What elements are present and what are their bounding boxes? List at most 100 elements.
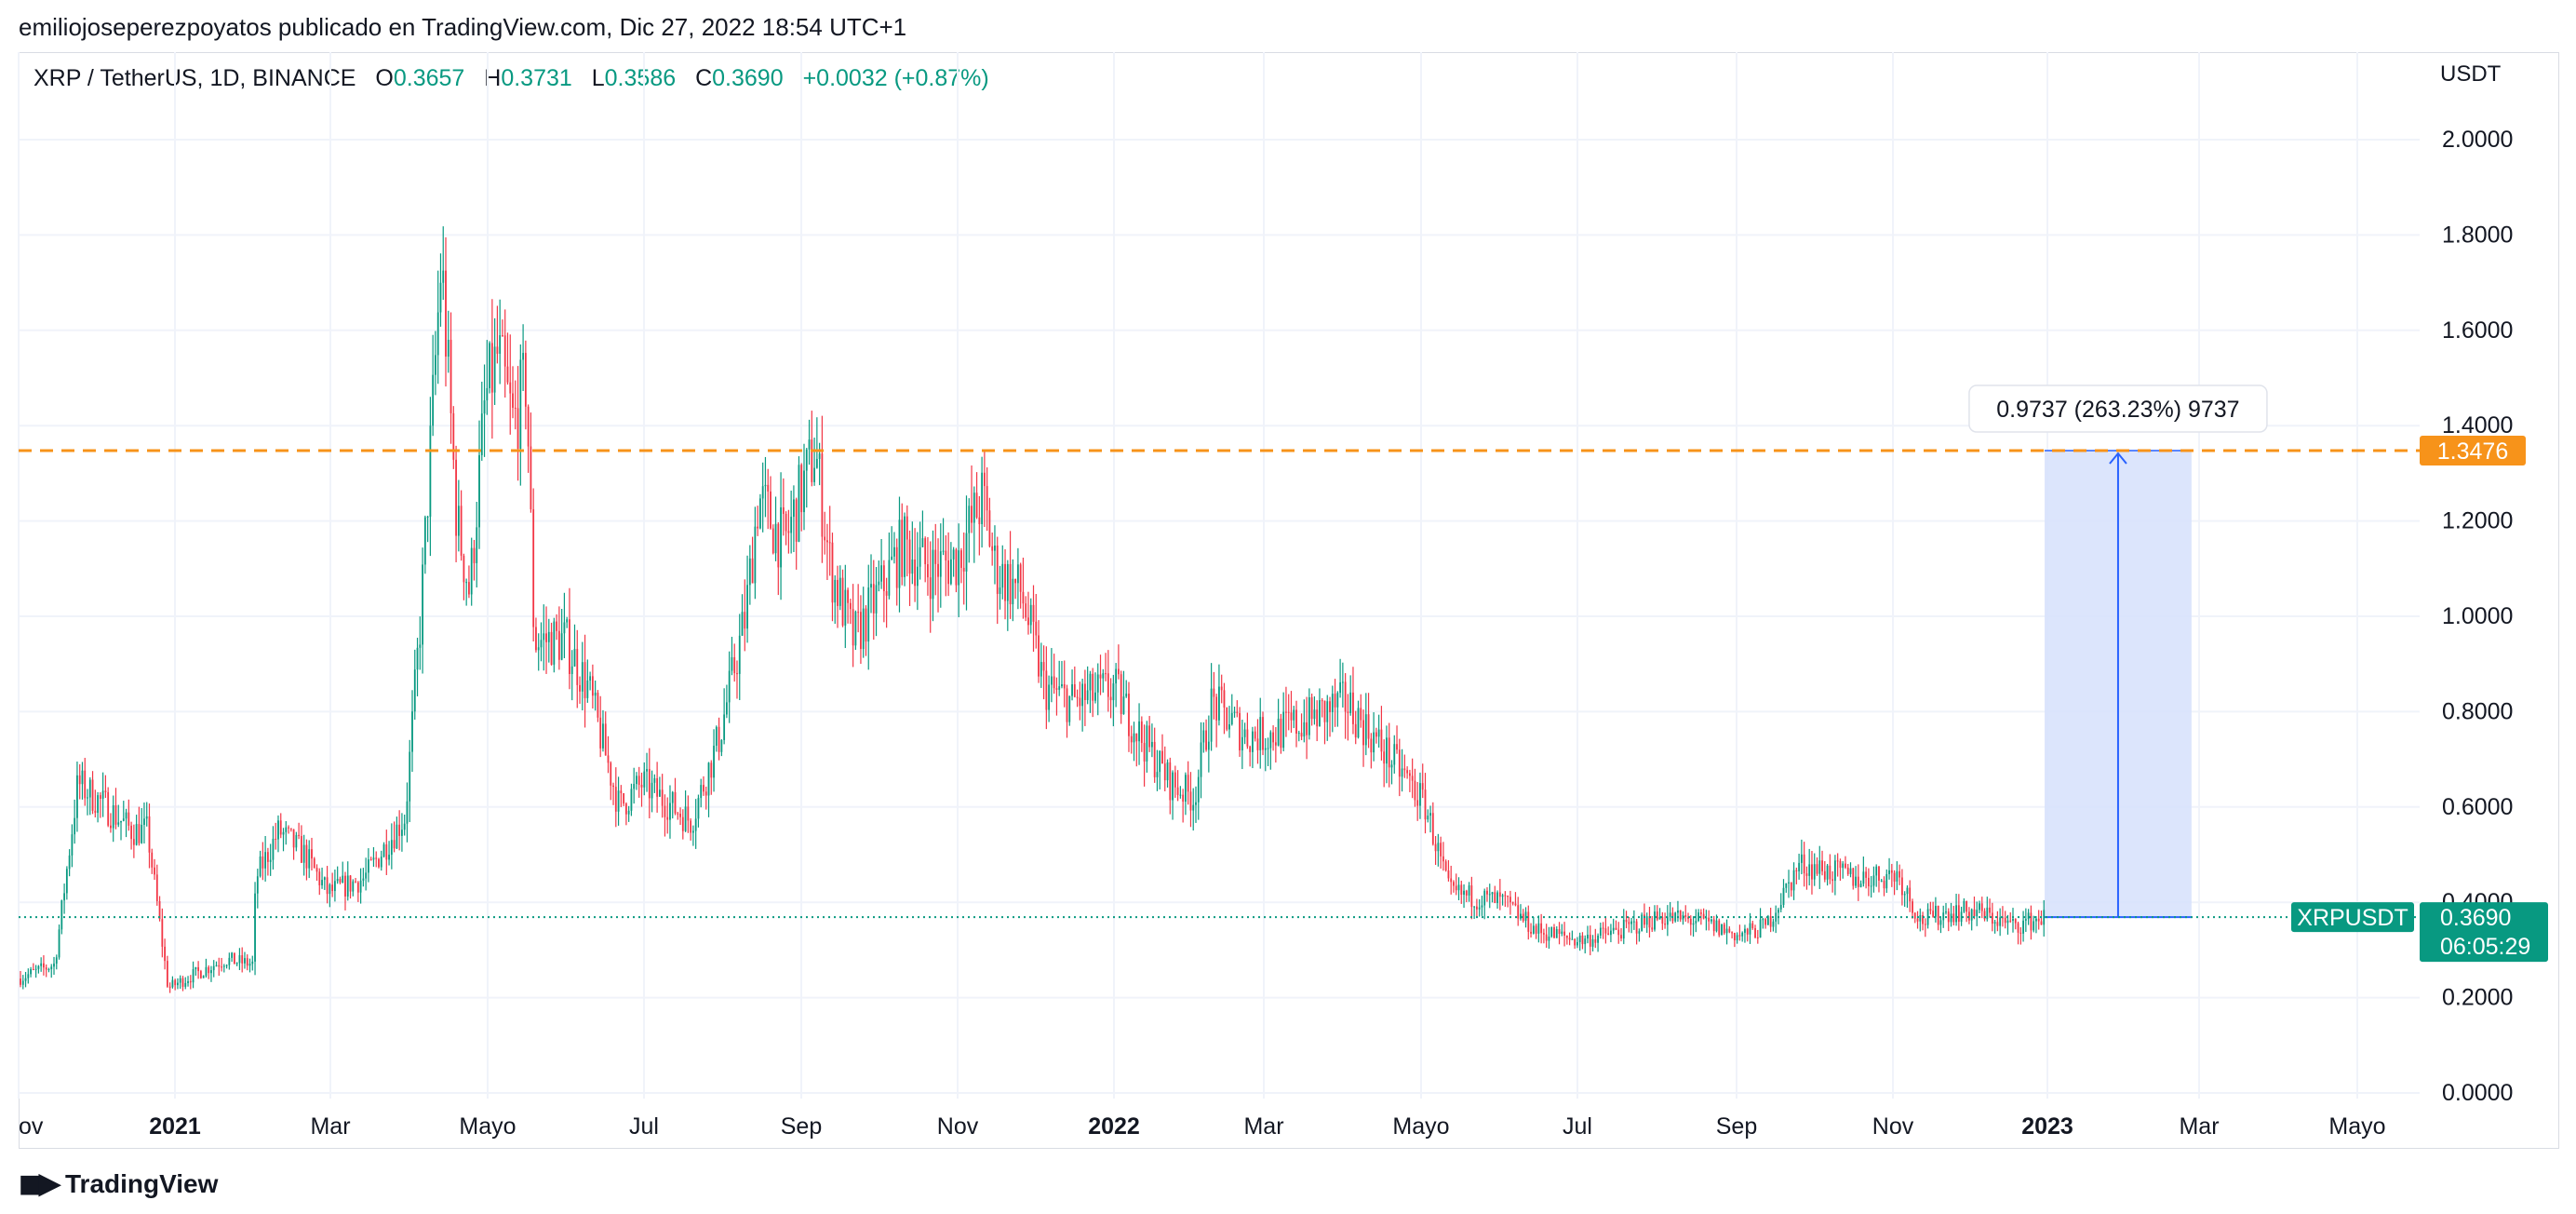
y-tick-label: 0.2000 (2442, 985, 2513, 1011)
candle-body (666, 816, 669, 820)
candle-body (473, 547, 476, 563)
candle-body (1913, 912, 1916, 919)
candle-body (1733, 933, 1736, 941)
candle-body (1555, 929, 1558, 938)
candle-body (311, 849, 313, 859)
candle-body (187, 981, 189, 983)
candle-body (798, 465, 800, 542)
level-price-label: 1.3476 (2437, 438, 2508, 465)
candle-body (1746, 928, 1749, 935)
candle-body (1568, 937, 1571, 940)
candle-body (164, 946, 167, 962)
candle-body (1202, 730, 1205, 743)
candle-body (1901, 877, 1903, 896)
candle-body (1991, 912, 1993, 924)
candle-body (684, 806, 687, 831)
publisher-header: emiliojoseperezpoyatos publicado en Trad… (19, 13, 907, 41)
candle-body (815, 458, 818, 468)
candle-body (60, 900, 63, 930)
candle-body (184, 982, 187, 987)
candle-body (1377, 729, 1380, 737)
candle-body (1079, 697, 1081, 707)
candle-body (1169, 762, 1172, 801)
candle-body (1285, 711, 1287, 713)
candle-body (321, 880, 323, 885)
candle-body (1790, 882, 1792, 891)
candle-body (1192, 804, 1195, 811)
candle-body (248, 964, 251, 966)
candle-body (1313, 709, 1316, 720)
candle-body (968, 506, 971, 533)
candle-body (1800, 854, 1803, 863)
candle-body (790, 517, 793, 533)
candle-body (2040, 921, 2043, 925)
open-value: 0.3657 (393, 65, 465, 91)
candle-body (1218, 686, 1220, 721)
tradingview-logo[interactable]: ◼▶ TradingView (19, 1167, 218, 1200)
candle-body (1909, 887, 1912, 902)
candle-body (222, 965, 225, 967)
candle-body (279, 820, 282, 835)
candle-body (1128, 694, 1130, 736)
candle-body (1754, 927, 1756, 937)
candle-body (1980, 903, 1983, 911)
candle-body (975, 492, 978, 518)
candle-body (208, 966, 210, 974)
candle-body (952, 549, 955, 560)
candle-body (661, 789, 664, 806)
candle-body (882, 565, 885, 591)
candle-body (63, 893, 65, 901)
candle-body (994, 546, 996, 551)
candle-body (368, 859, 369, 873)
candle-body (1622, 919, 1625, 939)
candle-body (1610, 930, 1612, 936)
candle-body (694, 818, 697, 831)
candle-body (1966, 900, 1968, 912)
candle-body (99, 795, 101, 799)
symbol-tag-label: XRPUSDT (2297, 905, 2408, 931)
candle-body (983, 472, 986, 487)
candle-body (1979, 903, 1980, 910)
candle-body (973, 492, 975, 523)
candle-body (195, 966, 197, 970)
candle-body (566, 619, 569, 623)
candle-body (1016, 564, 1019, 584)
candle-body (586, 680, 589, 698)
candle-body (1648, 916, 1651, 928)
candle-body (439, 282, 442, 313)
candle-body (509, 382, 512, 394)
candle-body (2022, 920, 2024, 934)
candle-body (1535, 925, 1537, 934)
candle-body (793, 499, 795, 518)
candle-body (664, 805, 666, 817)
candle-body (517, 408, 519, 449)
candle-body (837, 579, 839, 606)
candle-body (398, 824, 401, 836)
candle-body (1450, 878, 1453, 883)
candle-body (288, 827, 289, 829)
candle-body (1475, 906, 1478, 910)
candle-body (40, 963, 43, 966)
candle-body (411, 711, 413, 752)
candle-body (824, 536, 826, 541)
candle-body (872, 584, 875, 614)
candle-body (1522, 913, 1524, 922)
x-tick-label: Nov (1872, 1113, 1914, 1140)
candle-body (1362, 720, 1364, 746)
candle-body (1651, 927, 1654, 930)
candle-body (1259, 717, 1262, 750)
candle-body (1416, 800, 1419, 806)
candle-body (1896, 870, 1898, 882)
candle-body (624, 803, 627, 815)
candle-body (435, 355, 436, 375)
candle-body (1993, 922, 1996, 924)
candle-body (264, 852, 267, 869)
y-tick-label: 0.8000 (2442, 698, 2513, 724)
candle-body (1878, 866, 1880, 881)
candle-body (1823, 870, 1826, 880)
candle-body (315, 868, 318, 872)
candle-body (463, 555, 465, 583)
candle-body (155, 874, 158, 902)
symbol-title[interactable]: XRP / TetherUS, 1D, BINANCE (34, 65, 356, 91)
